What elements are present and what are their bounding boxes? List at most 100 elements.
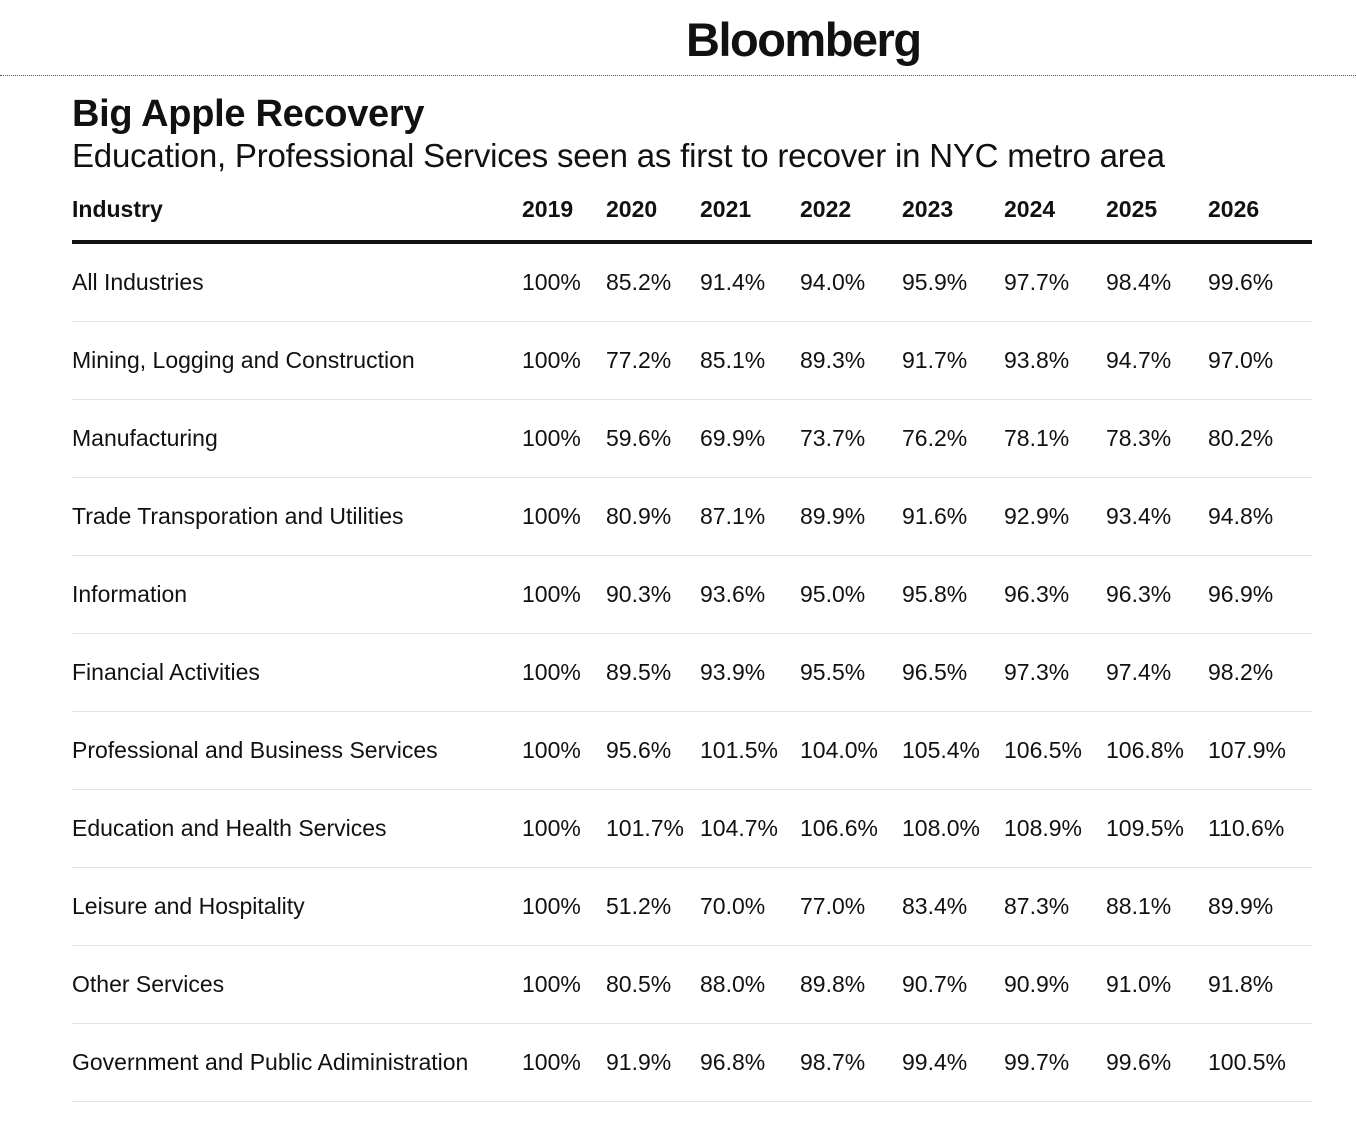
value-cell: 98.2% — [1208, 633, 1312, 712]
value-cell: 91.8% — [1208, 945, 1312, 1024]
value-cell: 93.4% — [1106, 477, 1208, 556]
value-cell: 98.7% — [800, 1023, 902, 1102]
value-cell: 89.3% — [800, 321, 902, 400]
value-cell: 77.0% — [800, 867, 902, 946]
table-body: All Industries 100% 85.2% 91.4% 94.0% 95.9% 97… — [72, 242, 1312, 1102]
value-cell: 89.9% — [800, 477, 902, 556]
industry-name-cell: Mining, Logging and Construction — [72, 321, 522, 400]
value-cell: 91.9% — [606, 1023, 700, 1102]
value-cell: 87.1% — [700, 477, 800, 556]
table-row: Professional and Business Services 100% 95… — [72, 711, 1312, 790]
industry-name-cell: Manufacturing — [72, 399, 522, 478]
table-row: Trade Transporation and Utilities 100% 80.… — [72, 477, 1312, 556]
value-cell: 109.5% — [1106, 789, 1208, 868]
value-cell: 90.9% — [1004, 945, 1106, 1024]
value-cell: 108.0% — [902, 789, 1004, 868]
value-cell: 106.8% — [1106, 711, 1208, 790]
industry-name-cell: Professional and Business Services — [72, 711, 522, 790]
industry-name-cell: Other Services — [72, 945, 522, 1024]
industry-name-cell: Leisure and Hospitality — [72, 867, 522, 946]
value-cell: 100.5% — [1208, 1023, 1312, 1102]
table-row: Financial Activities 100% 89.5% 93.9% 95.5% 9… — [72, 633, 1312, 712]
table-row: Mining, Logging and Construction 100% 77.2… — [72, 321, 1312, 400]
value-cell: 95.0% — [800, 555, 902, 634]
value-cell: 95.6% — [606, 711, 700, 790]
value-cell: 99.6% — [1208, 242, 1312, 322]
value-cell: 108.9% — [1004, 789, 1106, 868]
value-cell: 89.9% — [1208, 867, 1312, 946]
value-cell: 95.5% — [800, 633, 902, 712]
recovery-table: Industry 2019 2020 2021 2022 2023 2024 2025 2026… — [72, 178, 1312, 1102]
value-cell: 80.9% — [606, 477, 700, 556]
value-cell: 88.1% — [1106, 867, 1208, 946]
value-cell: 73.7% — [800, 399, 902, 478]
value-cell: 97.7% — [1004, 242, 1106, 322]
table-row: Government and Public Adiministration 100… — [72, 1023, 1312, 1102]
value-cell: 76.2% — [902, 399, 1004, 478]
value-cell: 85.2% — [606, 242, 700, 322]
column-header-2026: 2026 — [1208, 178, 1312, 244]
value-cell: 105.4% — [902, 711, 1004, 790]
value-cell: 89.8% — [800, 945, 902, 1024]
industry-name-cell: Information — [72, 555, 522, 634]
column-header-industry: Industry — [72, 178, 522, 244]
value-cell: 100% — [522, 477, 606, 556]
table-title: Big Apple Recovery — [72, 93, 425, 135]
value-cell: 106.6% — [800, 789, 902, 868]
bloomberg-logo: Bloomberg — [686, 13, 922, 66]
value-cell: 101.5% — [700, 711, 800, 790]
value-cell: 100% — [522, 321, 606, 400]
value-cell: 94.7% — [1106, 321, 1208, 400]
value-cell: 96.9% — [1208, 555, 1312, 634]
table-row: Education and Health Services 100% 101.7% 1… — [72, 789, 1312, 868]
industry-name-cell: Government and Public Adiministration — [72, 1023, 522, 1102]
value-cell: 93.6% — [700, 555, 800, 634]
value-cell: 91.6% — [902, 477, 1004, 556]
value-cell: 100% — [522, 633, 606, 712]
industry-name-cell: Education and Health Services — [72, 789, 522, 868]
value-cell: 100% — [522, 789, 606, 868]
value-cell: 51.2% — [606, 867, 700, 946]
value-cell: 93.9% — [700, 633, 800, 712]
value-cell: 93.8% — [1004, 321, 1106, 400]
value-cell: 80.5% — [606, 945, 700, 1024]
table-subtitle: Education, Professional Services seen as… — [72, 137, 1165, 174]
value-cell: 100% — [522, 711, 606, 790]
value-cell: 104.0% — [800, 711, 902, 790]
column-header-2019: 2019 — [522, 178, 606, 244]
value-cell: 96.8% — [700, 1023, 800, 1102]
value-cell: 87.3% — [1004, 867, 1106, 946]
value-cell: 91.4% — [700, 242, 800, 322]
value-cell: 107.9% — [1208, 711, 1312, 790]
value-cell: 78.1% — [1004, 399, 1106, 478]
column-header-2023: 2023 — [902, 178, 1004, 244]
value-cell: 88.0% — [700, 945, 800, 1024]
value-cell: 95.9% — [902, 242, 1004, 322]
masthead: Bloomberg — [0, 0, 1356, 76]
value-cell: 92.9% — [1004, 477, 1106, 556]
value-cell: 100% — [522, 1023, 606, 1102]
value-cell: 106.5% — [1004, 711, 1106, 790]
value-cell: 78.3% — [1106, 399, 1208, 478]
value-cell: 100% — [522, 867, 606, 946]
value-cell: 77.2% — [606, 321, 700, 400]
industry-name-cell: Financial Activities — [72, 633, 522, 712]
value-cell: 80.2% — [1208, 399, 1312, 478]
value-cell: 85.1% — [700, 321, 800, 400]
value-cell: 96.5% — [902, 633, 1004, 712]
value-cell: 97.0% — [1208, 321, 1312, 400]
column-header-2025: 2025 — [1106, 178, 1208, 244]
value-cell: 96.3% — [1106, 555, 1208, 634]
value-cell: 101.7% — [606, 789, 700, 868]
value-cell: 91.0% — [1106, 945, 1208, 1024]
value-cell: 89.5% — [606, 633, 700, 712]
table-row: Leisure and Hospitality 100% 51.2% 70.0% 77.… — [72, 867, 1312, 946]
value-cell: 97.3% — [1004, 633, 1106, 712]
value-cell: 91.7% — [902, 321, 1004, 400]
value-cell: 99.6% — [1106, 1023, 1208, 1102]
value-cell: 69.9% — [700, 399, 800, 478]
column-header-2020: 2020 — [606, 178, 700, 244]
value-cell: 98.4% — [1106, 242, 1208, 322]
column-header-2024: 2024 — [1004, 178, 1106, 244]
industry-name-cell: All Industries — [72, 242, 522, 322]
